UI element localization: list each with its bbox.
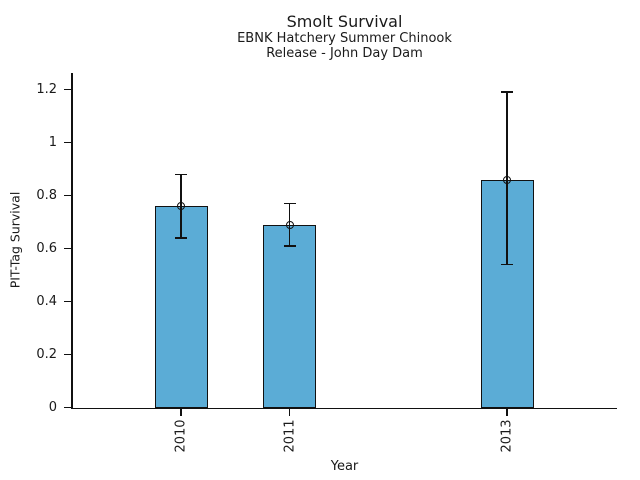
error-cap-top	[175, 173, 187, 176]
error-cap-bottom	[175, 237, 187, 239]
chart-subtitle-line2: Release - John Day Dam	[266, 46, 423, 61]
error-cap-bottom	[501, 263, 513, 266]
y-tick	[64, 247, 71, 250]
y-tick-label: 1.2	[36, 82, 57, 97]
error-cap-bottom	[283, 245, 296, 247]
y-tick	[64, 88, 71, 91]
x-tick-label-2010: 2010	[173, 419, 189, 453]
y-tick	[64, 141, 71, 144]
error-cap-top	[283, 202, 296, 205]
y-tick-label: 0.6	[36, 241, 57, 256]
y-tick-label: 0.4	[36, 294, 57, 309]
chart-title: Smolt Survival	[286, 12, 403, 31]
y-axis-label: PIT-Tag Survival	[7, 191, 23, 289]
point-marker-2013	[503, 175, 511, 184]
y-tick	[64, 353, 71, 356]
x-tick	[506, 409, 508, 416]
y-axis-line	[71, 73, 73, 409]
point-marker-2010	[177, 202, 185, 211]
x-tick-label-2013: 2013	[499, 419, 515, 453]
x-tick	[289, 409, 291, 416]
y-tick-label: 0.8	[36, 188, 57, 203]
x-tick	[180, 409, 182, 416]
x-axis-line	[71, 407, 617, 409]
y-tick-label: 1	[48, 135, 57, 150]
chart-subtitle-line1: EBNK Hatchery Summer Chinook	[237, 31, 452, 46]
y-tick-label: 0.2	[36, 347, 57, 362]
y-tick-label: 0	[48, 400, 57, 415]
point-marker-2011	[285, 220, 294, 229]
y-tick	[64, 300, 71, 303]
x-axis-label: Year	[330, 459, 359, 474]
error-cap-top	[501, 91, 513, 93]
y-tick	[64, 194, 71, 197]
x-tick-label-2011: 2011	[282, 419, 298, 453]
bar-2010	[154, 206, 208, 409]
y-tick	[64, 406, 71, 409]
bar-2011	[263, 224, 317, 409]
